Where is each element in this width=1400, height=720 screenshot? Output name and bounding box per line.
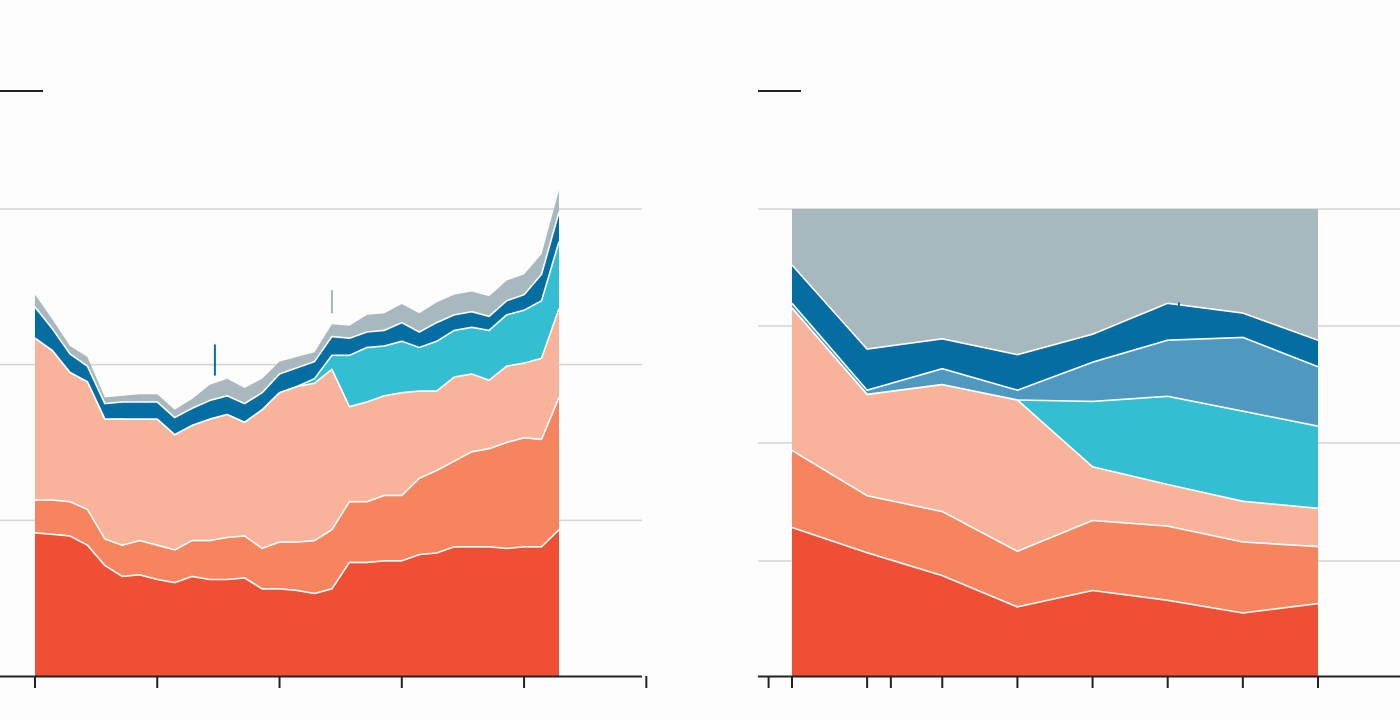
areas-right — [791, 209, 1319, 676]
series-boundary-1 — [791, 526, 1319, 614]
series-boundary-6 — [791, 264, 1319, 356]
left-panel — [0, 90, 892, 688]
area-series-2 — [792, 450, 1318, 613]
x-axis-left — [0, 675, 892, 688]
area-series-6 — [792, 265, 1318, 391]
x-axis-right — [758, 675, 1400, 688]
area-series-3 — [35, 308, 559, 550]
area-series-1 — [35, 529, 559, 676]
series-boundary-2 — [791, 449, 1319, 553]
right-panel — [758, 90, 1400, 688]
series-boundary-2 — [35, 397, 560, 551]
markers-left — [213, 289, 333, 376]
series-boundary-5 — [791, 302, 1319, 391]
area-series-1 — [792, 527, 1318, 676]
area-series-3 — [792, 308, 1318, 552]
series-boundary-4 — [34, 241, 560, 436]
area-series-5 — [792, 303, 1318, 427]
series-boundary-5 — [34, 211, 560, 419]
series-boundary-1 — [34, 529, 560, 595]
area-series-4 — [792, 308, 1318, 509]
area-series-2 — [35, 397, 559, 594]
area-series-4 — [35, 241, 559, 435]
area-series-5 — [35, 212, 559, 435]
areas-left — [34, 190, 560, 676]
series-boundary-4 — [791, 307, 1319, 427]
area-series-6 — [35, 190, 559, 418]
area-series-7 — [792, 209, 1318, 355]
